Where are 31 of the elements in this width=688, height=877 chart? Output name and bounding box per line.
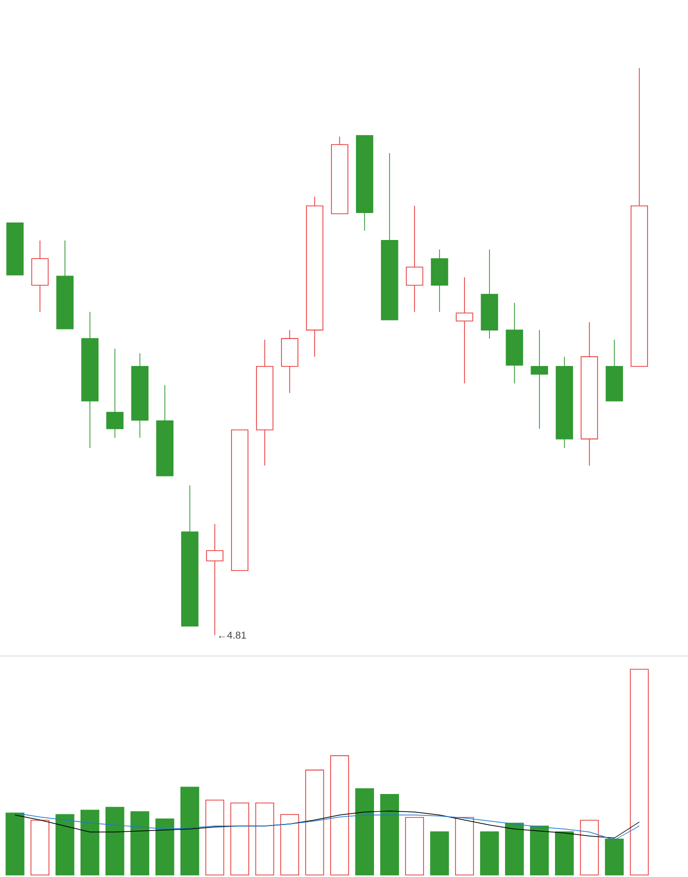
bar (105, 806, 124, 876)
bar (380, 794, 399, 876)
bar (130, 811, 150, 876)
bar (80, 810, 100, 876)
bar (604, 838, 624, 876)
annotation: ←4.81 (219, 632, 246, 639)
bar (480, 831, 499, 876)
bar (530, 826, 549, 876)
bar (405, 816, 424, 876)
candlestick (530, 330, 548, 430)
candlestick (456, 276, 474, 384)
bar (555, 831, 574, 876)
bar (280, 814, 300, 876)
bar (180, 786, 200, 876)
candlestick (106, 348, 124, 438)
bar (305, 770, 324, 876)
bar (330, 755, 350, 876)
bar (355, 788, 374, 876)
bar (630, 668, 649, 876)
bar (505, 822, 524, 876)
bar (230, 802, 250, 876)
candlestick (406, 205, 424, 312)
bar (56, 814, 74, 876)
bar (155, 818, 174, 876)
bar (205, 800, 224, 876)
bar (580, 820, 599, 876)
bar (430, 831, 449, 876)
bar (6, 812, 24, 876)
bar (255, 802, 274, 876)
bar (30, 820, 50, 876)
bar (455, 816, 474, 876)
